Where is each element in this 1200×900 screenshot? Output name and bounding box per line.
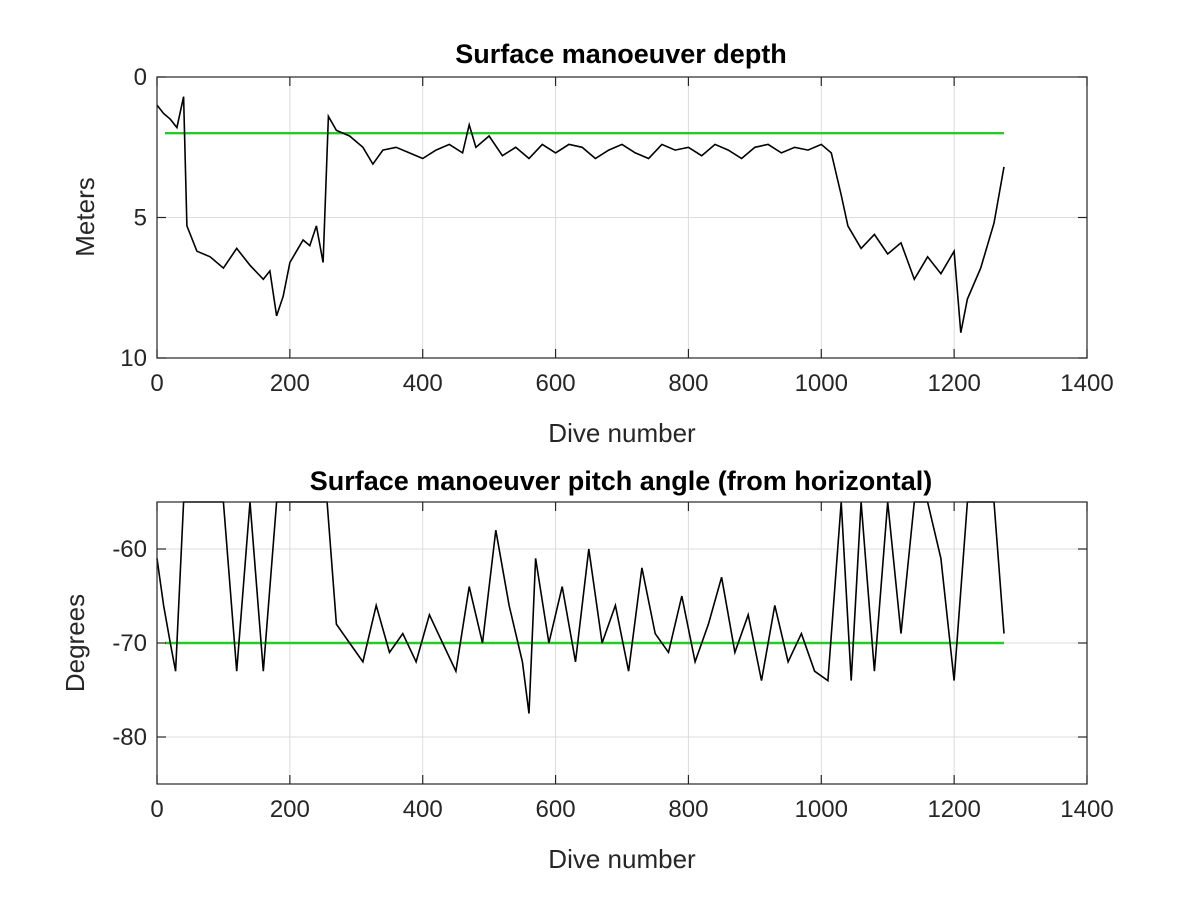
depth-x-tick-label: 1200 <box>927 370 980 397</box>
pitch-y-axis-label: Degrees <box>60 594 90 692</box>
depth-x-tick-label: 1000 <box>795 370 848 397</box>
depth-panel: Surface manoeuver depth 0 200 400 600 800 100… <box>70 39 1114 448</box>
pitch-x-tick-label: 200 <box>270 796 310 823</box>
depth-y-tick-label: 0 <box>134 64 147 91</box>
pitch-x-tick-label: 0 <box>150 796 163 823</box>
depth-x-tick-label: 800 <box>668 370 708 397</box>
pitch-x-tick-label: 1400 <box>1060 796 1113 823</box>
depth-chart-title: Surface manoeuver depth <box>455 39 787 69</box>
pitch-y-tick-label: -70 <box>112 630 147 657</box>
depth-x-tick-label: 200 <box>270 370 310 397</box>
pitch-x-axis-label: Dive number <box>548 844 696 874</box>
pitch-ticks: 0 200 400 600 800 1000 1200 1400 -60 -70 -80 <box>112 502 1114 823</box>
depth-x-tick-label: 0 <box>150 370 163 397</box>
pitch-chart-title: Surface manoeuver pitch angle (from hori… <box>310 466 933 496</box>
depth-x-tick-label: 400 <box>403 370 443 397</box>
pitch-x-tick-label: 800 <box>668 796 708 823</box>
pitch-x-tick-label: 1000 <box>795 796 848 823</box>
depth-series-line <box>156 96 1005 333</box>
pitch-x-tick-label: 400 <box>403 796 443 823</box>
depth-x-tick-label: 600 <box>536 370 576 397</box>
pitch-x-tick-label: 600 <box>536 796 576 823</box>
depth-y-tick-label: 5 <box>134 205 147 232</box>
pitch-panel: Surface manoeuver pitch angle (from hori… <box>60 466 1114 874</box>
pitch-y-tick-label: -80 <box>112 724 147 751</box>
depth-y-axis-label: Meters <box>70 177 100 256</box>
pitch-x-tick-label: 1200 <box>927 796 980 823</box>
depth-ticks: 0 200 400 600 800 1000 1200 1400 0 5 10 <box>120 64 1113 397</box>
depth-x-axis-label: Dive number <box>548 418 696 448</box>
depth-y-tick-label: 10 <box>120 345 147 372</box>
pitch-y-tick-label: -60 <box>112 536 147 563</box>
depth-x-tick-label: 1400 <box>1060 370 1113 397</box>
